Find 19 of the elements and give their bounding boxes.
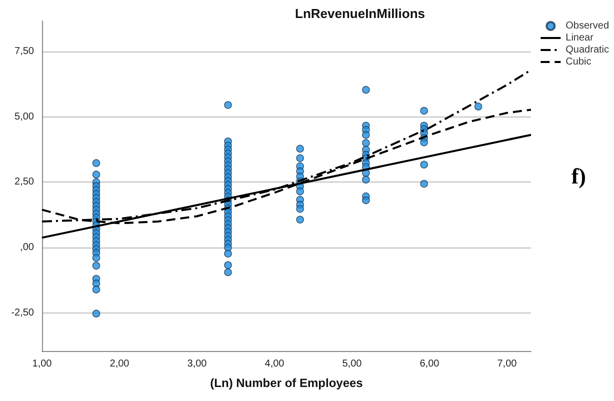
y-tick-label: 2,50	[14, 176, 34, 188]
legend-label: Cubic	[566, 56, 592, 68]
legend-label: Observed	[566, 20, 610, 32]
y-tick-label: 7,50	[14, 46, 34, 57]
chart-title: LnRevenueInMillions	[294, 6, 426, 21]
x-tick-label: 6,00	[420, 358, 440, 370]
x-tick-label: 5,00	[342, 358, 362, 370]
y-tick-label: ,00	[20, 242, 34, 254]
x-tick-label: 2,00	[110, 358, 130, 370]
y-tick-label: -2,50	[11, 308, 34, 319]
y-tick-label: 5,00	[14, 111, 34, 122]
x-tick-label: 7,00	[497, 358, 518, 370]
x-tick-label: 4,00	[264, 358, 285, 370]
legend-label: Linear	[566, 32, 594, 44]
legend-label: Quadratic	[566, 44, 610, 56]
x-axis-title: (Ln) Number of Employees	[210, 376, 364, 390]
x-tick-label: 3,00	[187, 358, 208, 370]
text: f)	[571, 164, 586, 188]
x-tick-label: 1,00	[32, 358, 52, 370]
